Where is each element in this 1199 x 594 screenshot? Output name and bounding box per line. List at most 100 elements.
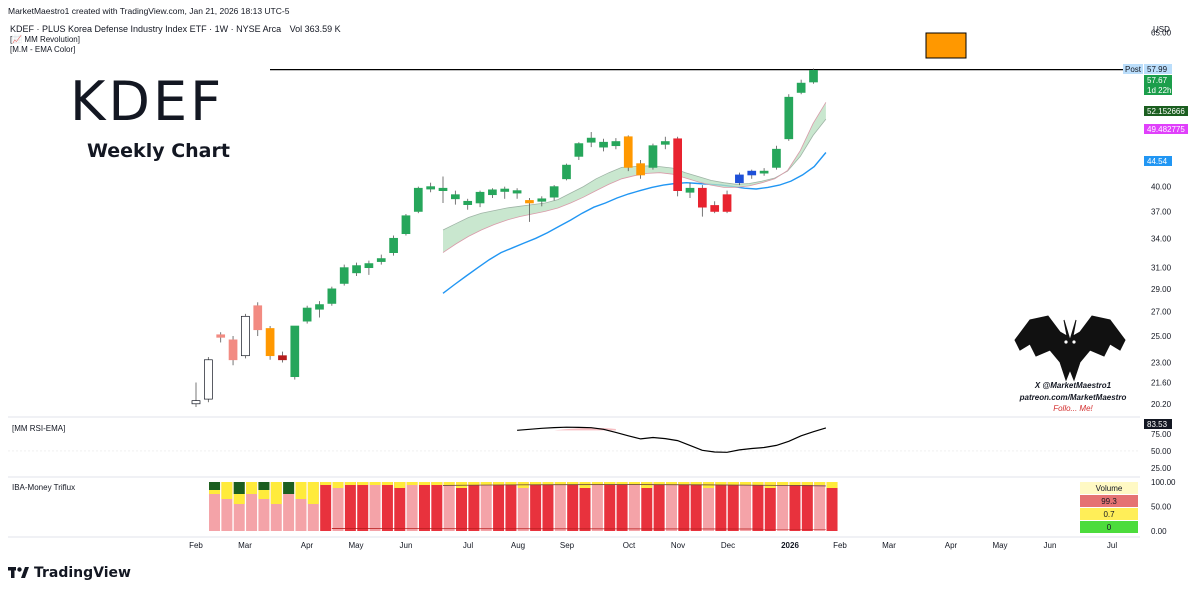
last-price-value: 57.67 [1147, 76, 1168, 85]
indicator-mm-revolution[interactable]: [📈 MM Revolution] [10, 35, 80, 44]
countdown-value-bg [1144, 85, 1172, 95]
ema-ribbon [443, 102, 826, 253]
mfi-bar [517, 482, 529, 531]
candle-body [488, 189, 497, 196]
candle-body [500, 188, 510, 192]
candle-body [463, 200, 473, 205]
mfi-bar [221, 482, 233, 531]
rsi-line [517, 426, 827, 453]
ema-slow-value: 52.152666 [1147, 107, 1185, 116]
bat-icon [1014, 315, 1126, 382]
time-axis-tick: Feb [189, 541, 203, 550]
orange-box-drawing [925, 32, 967, 59]
mfi-bar-yellow [678, 482, 690, 485]
candle-body [401, 215, 411, 235]
mfi-bar-yellow [752, 482, 764, 485]
mfi-bar [246, 482, 258, 531]
mfi-bar [604, 482, 616, 531]
mfi-bar-yellow [344, 482, 356, 485]
mfi-legend-volume: Volume [1096, 484, 1123, 493]
time-axis-tick: Mar [238, 541, 252, 550]
candle-body [191, 400, 201, 405]
ema-slow-value-bg [1144, 106, 1188, 116]
mfi-bar-yellow [604, 482, 616, 485]
ema-slow-line [442, 102, 827, 253]
mfi-bar [814, 482, 826, 531]
mfi-bar [505, 482, 517, 531]
time-axis-tick: Apr [301, 541, 314, 550]
mfi-bar-yellow [641, 482, 653, 488]
mfi-bar [703, 482, 715, 531]
mfi-bar-yellow [715, 482, 727, 485]
ticker-overlay: KDEF [70, 70, 225, 133]
mfi-bar [283, 482, 295, 531]
price-axis-tick: 65.00 [1151, 28, 1172, 37]
mfi-bar-yellow [616, 482, 628, 485]
mfi-bar-yellow [493, 482, 505, 485]
mfi-bar [542, 482, 554, 531]
sma-value: 44.54 [1147, 157, 1168, 166]
tradingview-logo[interactable]: TradingView [8, 565, 131, 581]
sma-value-bg [1144, 156, 1172, 166]
mfi-legend-red-bg [1080, 495, 1138, 507]
time-axis-tick: May [348, 541, 363, 550]
mfi-bar-green [283, 482, 295, 494]
tradingview-wordmark: TradingView [34, 565, 131, 581]
volume-value: 363.59 K [304, 24, 341, 34]
mfi-axis-tick: 50.00 [1151, 503, 1172, 512]
mfi-bar-yellow [221, 482, 233, 499]
rsi-axis-tick: 50.00 [1151, 447, 1172, 456]
mfi-bar-yellow [406, 482, 418, 485]
post-label-bg [1123, 64, 1143, 74]
rsi-value-bg [1144, 419, 1172, 429]
mfi-bar [567, 482, 579, 531]
candle-body [475, 191, 485, 204]
candle-body [216, 334, 226, 338]
time-axis-tick: Nov [671, 541, 685, 550]
mfi-bar-green [258, 482, 270, 490]
mfi-bar-yellow [369, 482, 381, 485]
ema-fast-value: 49.482775 [1147, 125, 1185, 134]
countdown-value: 1d 22h [1147, 86, 1171, 95]
mfi-bar-yellow [258, 482, 270, 499]
mfi-bar-yellow [381, 482, 393, 485]
candle-body [413, 187, 423, 212]
tradingview-logo-icon [8, 567, 29, 578]
bat-watermark [1014, 315, 1126, 382]
mfi-bar [690, 482, 702, 531]
indicator-ema-color[interactable]: [M.M - EMA Color] [10, 45, 76, 54]
candle-body [426, 186, 435, 190]
time-axis-tick: Jul [1107, 541, 1117, 550]
mfi-bar-yellow [357, 482, 369, 485]
candle-body [228, 339, 238, 361]
mfi-bar [628, 482, 640, 531]
mfi-bar [233, 482, 245, 531]
mfi-legend-green-bg [1080, 521, 1138, 533]
post-label: Post [1125, 65, 1142, 74]
mfi-bar [826, 482, 838, 531]
candle-body [772, 148, 781, 168]
symbol-title[interactable]: KDEF · PLUS Korea Defense Industry Index… [10, 24, 282, 34]
mfi-bar [752, 482, 764, 531]
price-axis-tick: 34.00 [1151, 234, 1172, 243]
candle-body [574, 143, 584, 157]
symbol-line: KDEF · PLUS Korea Defense Industry Index… [10, 24, 341, 34]
candle-body [549, 186, 559, 198]
watermark-patreon: patreon.com/MarketMaestro [1019, 393, 1127, 402]
mfi-bar-yellow [665, 482, 677, 485]
price-axis-tick: 31.00 [1151, 264, 1172, 273]
mfi-bar [369, 482, 381, 531]
candle-body [599, 141, 608, 148]
mfi-bar-yellow [246, 482, 258, 494]
mfi-bar-yellow [690, 482, 702, 485]
mfi-bar-green [233, 482, 245, 494]
candle-body [512, 190, 522, 194]
mfi-bar-yellow [727, 482, 739, 485]
candle-body [809, 70, 818, 83]
mfi-bar [715, 482, 727, 531]
volume-label: Vol [289, 24, 303, 34]
mfi-bar [554, 482, 566, 531]
post-price-value-bg [1144, 64, 1172, 74]
candle-body [253, 305, 263, 331]
